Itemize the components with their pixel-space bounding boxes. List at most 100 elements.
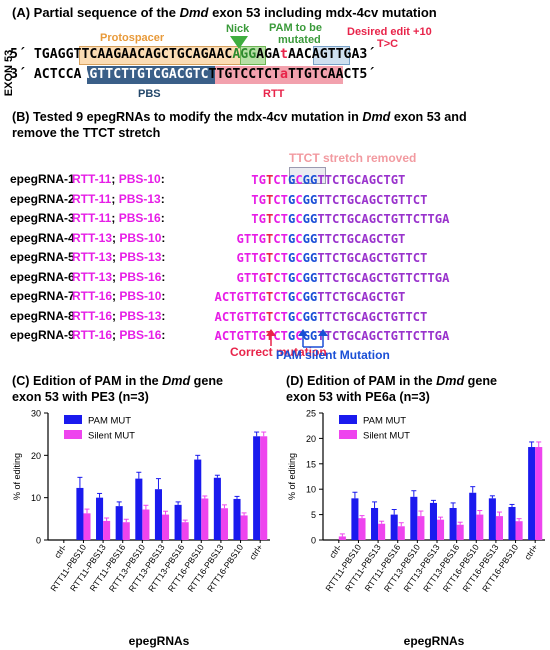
bottom-seq-a: ACTCCA <box>33 67 82 82</box>
panel-c-title-gene: Dmd <box>162 374 191 388</box>
y-tick-label: 15 <box>306 459 316 469</box>
bottom-seq-mut: a <box>280 67 288 82</box>
epegrna-sep: ; <box>112 328 120 342</box>
epegrna-row: epegRNA-9RTT-16; PBS-16: <box>10 328 165 342</box>
x-tick-label: ctrl- <box>327 542 343 560</box>
bottom-seq-pbs: AGTTCTTGTCGACGTC <box>81 67 209 82</box>
desired-edit-box <box>313 46 350 65</box>
y-tick-label: 20 <box>31 451 41 461</box>
bar-silent-mut <box>260 436 268 540</box>
epegrna-row: epegRNA-4RTT-13; PBS-10: <box>10 231 165 245</box>
pbs-box <box>87 66 215 84</box>
top-prime-right: 3´ <box>359 47 376 62</box>
epegrna-sequence: GTTGTCTGCGGTTCTGCAGCTGTTCT <box>236 251 428 265</box>
epegrna-rtt: RTT-11 <box>72 172 112 186</box>
panel-c-title-line2: exon 53 with PE3 (n=3) <box>12 390 149 404</box>
top-seq-a: TGAGG <box>33 47 74 62</box>
panel-c-title-prefix: (C) Edition of PAM in the <box>12 374 163 388</box>
epegrna-pbs: PBS-16 <box>119 328 162 342</box>
bar-silent-mut <box>417 516 425 540</box>
bar-pam-mut <box>528 447 536 540</box>
x-tick-label: ctrl+ <box>247 542 265 561</box>
y-axis-label: % of editing <box>287 453 297 500</box>
bar-silent-mut <box>162 514 170 540</box>
top-seq-b: AGA <box>256 47 280 62</box>
y-tick-label: 10 <box>31 493 41 503</box>
bar-pam-mut <box>508 506 516 540</box>
epegrna-colon: : <box>160 191 165 206</box>
bar-silent-mut <box>240 515 248 540</box>
top-seq-mut: t <box>280 47 288 62</box>
x-tick-label: ctrl- <box>52 542 68 560</box>
bar-pam-mut <box>429 502 437 540</box>
epegrna-name: epegRNA-2 <box>10 191 75 206</box>
bar-silent-mut <box>122 522 130 540</box>
ttct-removed-box <box>289 167 326 184</box>
epegrna-colon: : <box>160 172 165 186</box>
bar-silent-mut <box>83 513 91 540</box>
bottom-strand: 3´ ACTCCAAGTTCTTGTCGACGTCTTGTCCTCTaTTGTC… <box>10 67 375 82</box>
panel-c-title-line1: (C) Edition of PAM in the Dmd gene <box>12 374 223 388</box>
epegrna-sequence: GTTGTCTGCGGTTCTGCAGCTGT <box>236 231 406 246</box>
pam-box <box>240 46 266 65</box>
epegrna-rtt: RTT-13 <box>72 230 113 245</box>
legend-label-pam-mut: PAM MUT <box>88 416 131 427</box>
bottom-prime-right: 5´ <box>359 67 376 82</box>
bar-pam-mut <box>233 498 241 540</box>
bar-pam-mut <box>390 514 398 540</box>
correct-mutation-arrow <box>266 329 276 346</box>
panel-d-title-gene: Dmd <box>436 374 465 388</box>
bar-silent-mut <box>495 516 503 540</box>
epegrna-colon: : <box>161 308 166 323</box>
pam-label-line1: PAM to be <box>269 22 322 34</box>
epegrna-sequence: ACTGTTGTCTGCGGTTCTGCAGCTGTTCTTGA <box>214 329 450 343</box>
epegrna-name: epegRNA-1 <box>10 172 75 186</box>
bar-pam-mut <box>194 459 202 540</box>
pam-silent-label: PAM silent Mutation <box>276 348 390 362</box>
epegrna-pbs: PBS-10 <box>119 230 162 245</box>
panel-d-title-line1: (D) Edition of PAM in the Dmd gene <box>286 374 497 388</box>
epegrna-pbs: PBS-13 <box>118 191 161 206</box>
epegrna-sequence: TGTCTGCGGTTCTGCAGCTGTTCT <box>251 192 428 207</box>
epegrna-rtt: RTT-11 <box>72 191 112 206</box>
epegrna-pbs: PBS-16 <box>119 269 162 284</box>
bar-silent-mut <box>456 524 464 540</box>
epegrna-colon: : <box>161 289 166 303</box>
bar-pam-mut <box>213 477 221 540</box>
bar-pam-mut <box>174 504 182 540</box>
epegrna-sequence: ACTGTTGTCTGCGGTTCTGCAGCTGTTCT <box>214 309 428 324</box>
bar-silent-mut <box>142 509 150 540</box>
epegrna-name: epegRNA-6 <box>10 269 75 284</box>
legend-swatch-silent-mut <box>339 430 357 439</box>
epegrna-name: epegRNA-8 <box>10 308 75 323</box>
epegrna-sep: ; <box>112 250 120 264</box>
epegrna-sep: ; <box>111 211 119 225</box>
bar-silent-mut <box>397 526 405 540</box>
bottom-prime-left: 3´ <box>10 67 26 82</box>
bar-silent-mut <box>338 536 346 540</box>
epegrna-name: epegRNA-3 <box>10 211 75 225</box>
bar-pam-mut <box>371 507 379 540</box>
bar-silent-mut <box>476 514 484 540</box>
y-tick-label: 25 <box>306 409 316 419</box>
legend-label-silent-mut: Silent MUT <box>363 431 410 442</box>
panel-a-title-prefix: (A) Partial sequence of the <box>12 5 180 20</box>
epegrna-row: epegRNA-8RTT-16; PBS-13: <box>10 309 165 323</box>
bar-silent-mut <box>437 519 445 540</box>
bar-silent-mut <box>220 508 228 540</box>
legend-swatch-pam-mut <box>64 415 82 424</box>
bar-pam-mut <box>96 497 104 540</box>
epegrna-sequence: TGTCTGCGGTTCTGCAGCTGT <box>251 173 406 187</box>
x-axis-label: epegRNAs <box>129 634 190 648</box>
top-seq-c: AACAGTTGA <box>287 47 360 62</box>
panel-b-title-prefix: (B) Tested 9 epegRNAs to modify the mdx-… <box>12 110 363 124</box>
epegrna-row: epegRNA-2RTT-11; PBS-13: <box>10 192 165 206</box>
epegrna-rtt: RTT-13 <box>72 269 113 284</box>
epegrna-pbs: PBS-13 <box>119 250 162 264</box>
panel-b-title-line1: (B) Tested 9 epegRNAs to modify the mdx-… <box>12 110 467 124</box>
y-axis-label: % of editing <box>12 453 22 500</box>
epegrna-pbs: PBS-10 <box>119 289 162 303</box>
epegrna-sep: ; <box>111 191 119 206</box>
bar-pam-mut <box>449 507 457 540</box>
epegrna-sep: ; <box>112 269 120 284</box>
